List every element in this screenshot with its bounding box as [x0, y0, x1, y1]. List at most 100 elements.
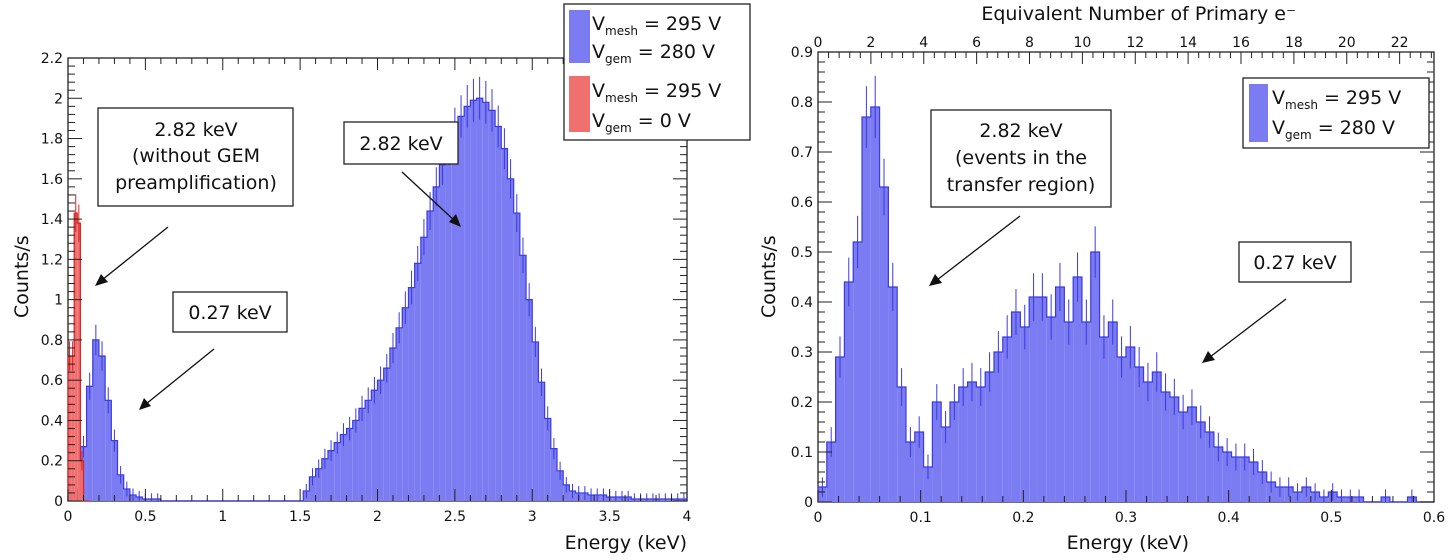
arrow-head: [449, 214, 461, 227]
hist-bar-blue: [870, 107, 880, 502]
x-tick-label: 0: [64, 509, 73, 525]
axis-ticks-right: 0 0.1 0.2 0.3 0.4 0.5 0.6 0 0.1 0.2 0.3 0.4 0.5 0.6 0.…: [791, 35, 1445, 526]
hist-bar-blue: [488, 110, 496, 501]
top-x-tick-label: 18: [1285, 35, 1303, 51]
hist-bar-blue: [544, 418, 551, 501]
hist-bar-blue: [1240, 457, 1250, 502]
hist-bar-blue: [1152, 372, 1162, 502]
hist-bar-blue: [888, 287, 898, 502]
legend-entry-blue-line2: Vgem = 280 V: [592, 41, 715, 66]
hist-bar-blue: [1125, 347, 1135, 502]
hist-bar-blue: [377, 380, 384, 501]
hist-bar-blue: [1002, 337, 1012, 502]
x-tick-label: 0: [814, 510, 823, 526]
hist-bar-blue: [519, 255, 527, 501]
annotation-text: 0.27 keV: [1253, 252, 1336, 274]
hist-bar-blue: [365, 400, 372, 501]
hist-bar-blue: [563, 484, 570, 501]
hist-bar-blue: [371, 390, 378, 501]
arrow-head: [1202, 351, 1215, 363]
hist-bar-blue: [334, 442, 341, 501]
hist-bar-blue: [1020, 327, 1030, 502]
top-x-tick-label: 20: [1338, 35, 1356, 51]
chart-left: 0 0.5 1 1.5 2 2.5 3 3.5 4 0 0.2 0.4 0.6 0.8 1 1.2 1.4 1.6…: [11, 3, 751, 554]
annotation-2-82-left: 2.82 keV: [343, 121, 461, 227]
y-tick-label: 0.8: [791, 95, 813, 111]
hist-bar-blue: [98, 356, 106, 501]
arrow-head: [929, 274, 942, 286]
y-tick-label: 1.2: [41, 252, 63, 268]
hist-bar-blue: [861, 117, 871, 502]
hist-bar-blue: [321, 458, 328, 501]
y-tick-label: 0.2: [791, 395, 813, 411]
x-tick-label: 2: [373, 509, 382, 525]
hist-bar-blue: [1108, 322, 1118, 502]
top-x-tick-label: 10: [1073, 35, 1091, 51]
y-tick-label: 2: [54, 91, 63, 107]
hist-bar-blue: [408, 287, 415, 501]
hist-bar-blue: [1011, 312, 1021, 502]
hist-bar-blue: [92, 339, 99, 501]
annotation-2-82-transfer: 2.82 keV (events in the transfer region): [929, 109, 1112, 286]
hist-bar-blue: [1055, 287, 1065, 502]
legend-entry-red-line2: Vgem = 0 V: [592, 110, 691, 135]
hist-bar-blue: [1196, 422, 1206, 502]
top-x-tick-label: 14: [1179, 35, 1197, 51]
hist-bar-blue: [1134, 367, 1144, 502]
annotation-arrow: [1209, 298, 1287, 358]
hist-bar-blue: [476, 98, 483, 501]
hist-bar-blue: [358, 408, 366, 501]
annotation-text: 2.82 keV: [979, 120, 1062, 142]
x-tick-label: 0.5: [134, 509, 156, 525]
hist-bar-blue: [532, 341, 539, 501]
hist-bar-blue: [967, 382, 977, 502]
hist-bar-blue: [1037, 297, 1047, 502]
hist-bar-blue: [958, 387, 968, 502]
chart-right: 0 0.1 0.2 0.3 0.4 0.5 0.6 0 0.1 0.2 0.3 0.4 0.5 0.6 0.…: [758, 3, 1445, 554]
hist-bar-blue: [433, 186, 440, 501]
y-tick-label: 0.6: [791, 195, 813, 211]
legend-entry-red-line1: Vmesh = 295 V: [592, 80, 721, 105]
hist-bar-blue: [340, 434, 347, 501]
x-tick-label: 2.5: [444, 509, 466, 525]
legend-swatch-red: [569, 76, 590, 132]
hist-bar-blue: [513, 213, 520, 502]
hist-bar-blue: [346, 428, 353, 501]
hist-bar-blue: [117, 474, 124, 501]
hist-bar-blue: [439, 164, 446, 502]
annotation-text: (without GEM: [132, 145, 260, 167]
hist-bar-blue: [538, 382, 545, 501]
hist-bar-blue: [495, 126, 502, 502]
x-tick-label: 1.5: [289, 509, 311, 525]
hist-bar-blue: [389, 347, 397, 501]
hist-bar-blue: [897, 387, 906, 502]
hist-bar-blue: [526, 299, 533, 501]
legend-swatch-blue: [569, 10, 590, 63]
hist-bar-blue: [420, 237, 428, 502]
hist-bar-blue: [315, 468, 322, 501]
top-x-tick-label: 4: [919, 35, 928, 51]
hist-bar-blue: [1249, 462, 1258, 502]
y-tick-label: 1.8: [41, 132, 63, 148]
legend-swatch-blue: [1249, 84, 1268, 142]
hist-bar-blue: [470, 100, 477, 501]
hist-bar-blue: [457, 116, 465, 502]
annotation-text: 2.82 keV: [359, 133, 442, 155]
hist-bar-blue: [1231, 457, 1241, 502]
hist-bar-blue: [1213, 447, 1223, 502]
hist-bar-blue: [879, 187, 889, 502]
x-tick-label: 0.5: [1320, 510, 1342, 526]
annotation-text: 0.27 keV: [188, 302, 271, 324]
hist-bar-blue: [1046, 317, 1056, 502]
hist-bar-blue: [1169, 397, 1179, 502]
hist-bar-blue: [482, 102, 489, 502]
y-tick-label: 0: [54, 494, 63, 510]
annotation-2-82-without-gem: 2.82 keV (without GEM preamplification): [95, 107, 294, 286]
hist-bar-blue: [949, 402, 959, 502]
hist-bar-blue: [1073, 277, 1082, 502]
hist-bar-blue: [507, 178, 514, 501]
y-axis-label-right: Counts/s: [758, 235, 780, 318]
x-tick-label: 0.4: [1218, 510, 1240, 526]
hist-bar-blue: [550, 448, 558, 501]
